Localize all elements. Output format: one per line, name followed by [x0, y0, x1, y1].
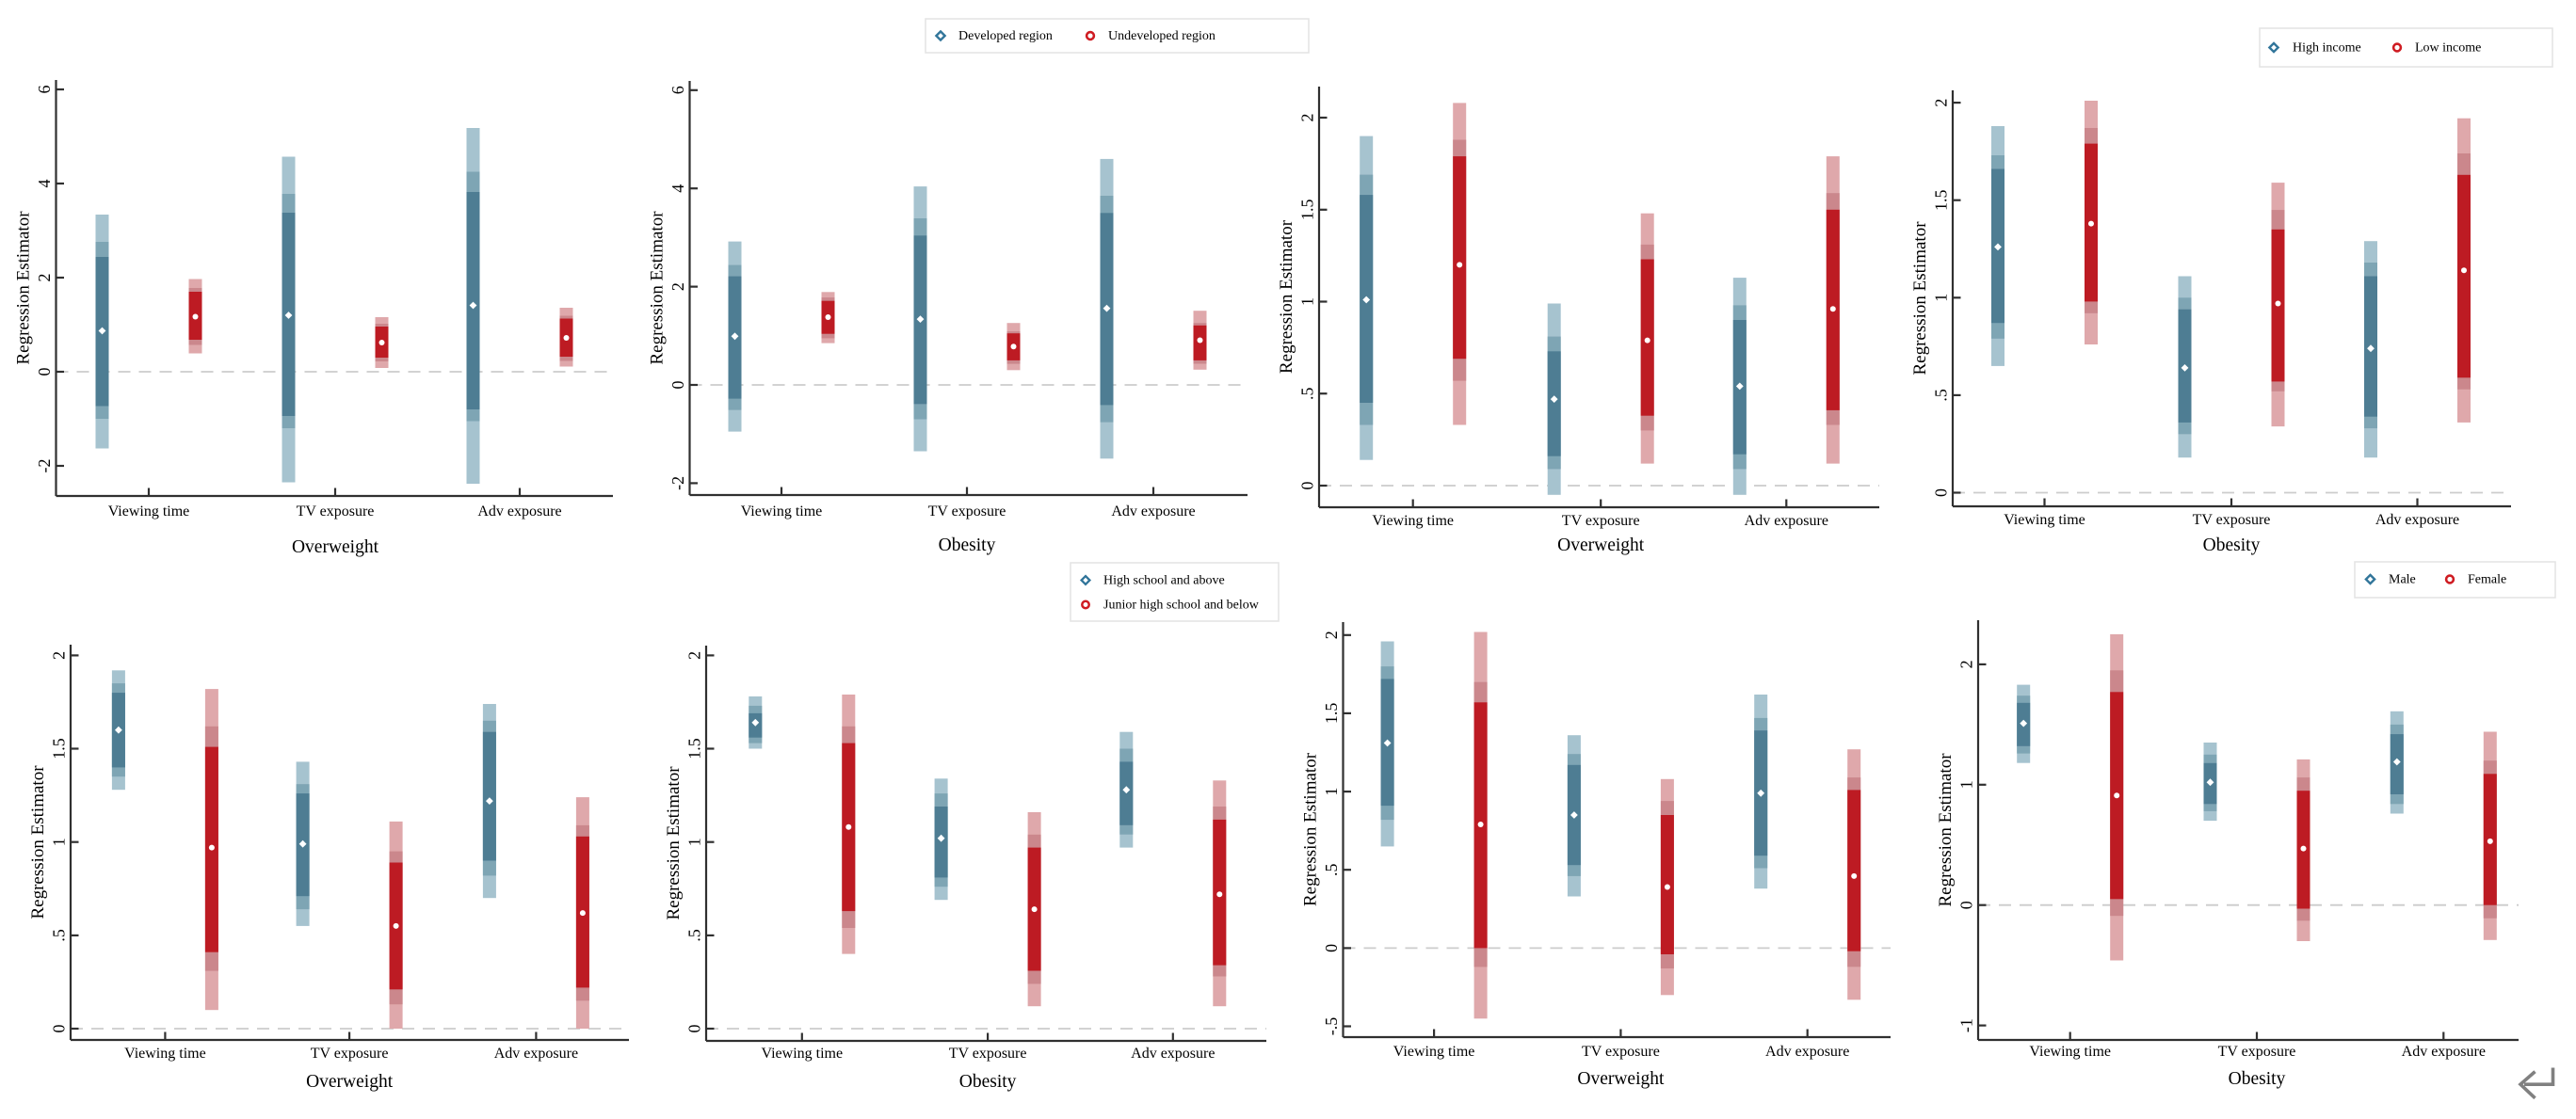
svg-text:High school and above: High school and above — [1103, 574, 1225, 588]
svg-text:Obesity: Obesity — [2229, 1069, 2286, 1089]
svg-text:0: 0 — [35, 368, 54, 376]
svg-text:Overweight: Overweight — [1577, 1069, 1665, 1089]
svg-text:Low income: Low income — [2415, 41, 2481, 56]
svg-text:1.5: 1.5 — [1932, 189, 1951, 211]
svg-text:0: 0 — [50, 1025, 69, 1033]
svg-text:TV exposure: TV exposure — [311, 1046, 389, 1062]
svg-text:Viewing time: Viewing time — [741, 504, 823, 520]
svg-text:0: 0 — [1932, 488, 1951, 497]
svg-text:0: 0 — [685, 1025, 704, 1033]
svg-text:TV exposure: TV exposure — [2218, 1044, 2296, 1060]
svg-text:-1: -1 — [1957, 1018, 1976, 1032]
svg-text:Viewing time: Viewing time — [762, 1046, 844, 1062]
svg-text:Adv exposure: Adv exposure — [2402, 1044, 2486, 1060]
svg-text:Viewing time: Viewing time — [2029, 1044, 2111, 1060]
svg-text:2: 2 — [685, 651, 704, 660]
svg-text:0: 0 — [1322, 944, 1341, 952]
svg-text:2: 2 — [50, 651, 69, 660]
svg-text:2: 2 — [1298, 114, 1317, 122]
svg-text:Adv exposure: Adv exposure — [494, 1046, 578, 1062]
svg-text:-.5: -.5 — [1322, 1017, 1341, 1036]
svg-text:-2: -2 — [668, 476, 687, 490]
svg-text:Viewing time: Viewing time — [1372, 513, 1454, 529]
svg-text:1.5: 1.5 — [1298, 200, 1317, 221]
svg-text:2: 2 — [1957, 660, 1976, 668]
svg-text:Adv exposure: Adv exposure — [1745, 513, 1828, 529]
svg-text:Overweight: Overweight — [1557, 536, 1645, 555]
svg-text:.5: .5 — [685, 929, 704, 942]
svg-text:Regression Estimator: Regression Estimator — [1277, 219, 1296, 374]
svg-text:Obesity: Obesity — [959, 1072, 1017, 1092]
svg-text:TV exposure: TV exposure — [1582, 1044, 1660, 1060]
svg-text:TV exposure: TV exposure — [949, 1046, 1027, 1062]
svg-text:Junior high school and below: Junior high school and below — [1103, 599, 1260, 613]
svg-text:1.5: 1.5 — [50, 738, 69, 759]
svg-text:Viewing time: Viewing time — [1393, 1044, 1475, 1060]
svg-text:2: 2 — [35, 274, 54, 282]
svg-text:.5: .5 — [1298, 387, 1317, 400]
svg-text:TV exposure: TV exposure — [928, 504, 1006, 520]
svg-text:Regression Estimator: Regression Estimator — [1301, 752, 1321, 906]
svg-text:6: 6 — [668, 86, 687, 94]
svg-text:0: 0 — [668, 381, 687, 390]
svg-text:4: 4 — [35, 180, 54, 188]
svg-text:-2: -2 — [35, 459, 54, 473]
svg-text:1.5: 1.5 — [685, 738, 704, 759]
svg-text:Viewing time: Viewing time — [108, 504, 190, 520]
svg-text:1: 1 — [1322, 788, 1341, 796]
svg-text:Adv exposure: Adv exposure — [1765, 1044, 1849, 1060]
svg-text:1: 1 — [1932, 294, 1951, 302]
svg-text:.5: .5 — [1932, 389, 1951, 402]
svg-text:Obesity: Obesity — [2203, 536, 2261, 555]
svg-text:Viewing time: Viewing time — [124, 1046, 206, 1062]
svg-text:Female: Female — [2468, 573, 2506, 587]
svg-text:Overweight: Overweight — [292, 537, 379, 557]
svg-text:1: 1 — [50, 838, 69, 846]
svg-text:6: 6 — [35, 86, 54, 94]
svg-text:4: 4 — [668, 184, 687, 193]
svg-text:.5: .5 — [1322, 863, 1341, 876]
svg-text:High income: High income — [2293, 41, 2361, 56]
svg-text:2: 2 — [668, 282, 687, 291]
svg-text:Regression Estimator: Regression Estimator — [1936, 753, 1956, 907]
svg-text:2: 2 — [1322, 631, 1341, 639]
svg-text:1: 1 — [1957, 780, 1976, 789]
svg-text:Regression Estimator: Regression Estimator — [28, 765, 48, 919]
svg-text:1: 1 — [1298, 297, 1317, 306]
svg-text:Adv exposure: Adv exposure — [477, 504, 561, 520]
svg-text:.5: .5 — [50, 929, 69, 942]
svg-text:Adv exposure: Adv exposure — [1111, 504, 1195, 520]
svg-text:Adv exposure: Adv exposure — [1131, 1046, 1215, 1062]
svg-text:Regression Estimator: Regression Estimator — [1910, 221, 1930, 376]
svg-text:TV exposure: TV exposure — [1562, 513, 1640, 529]
svg-text:2: 2 — [1932, 99, 1951, 107]
svg-text:Obesity: Obesity — [939, 536, 996, 555]
svg-text:Viewing time: Viewing time — [2004, 512, 2085, 528]
svg-text:Male: Male — [2389, 573, 2416, 587]
svg-text:1: 1 — [685, 838, 704, 846]
svg-text:Developed region: Developed region — [958, 29, 1053, 43]
svg-text:TV exposure: TV exposure — [2193, 512, 2271, 528]
svg-text:TV exposure: TV exposure — [297, 504, 375, 520]
svg-text:0: 0 — [1298, 482, 1317, 490]
svg-text:Regression Estimator: Regression Estimator — [14, 211, 34, 365]
svg-text:Adv exposure: Adv exposure — [2375, 512, 2459, 528]
svg-text:Undeveloped region: Undeveloped region — [1108, 29, 1216, 43]
svg-text:1.5: 1.5 — [1322, 703, 1341, 725]
svg-text:Regression Estimator: Regression Estimator — [664, 766, 684, 920]
svg-text:0: 0 — [1957, 901, 1976, 909]
svg-text:Regression Estimator: Regression Estimator — [648, 211, 668, 365]
svg-text:Overweight: Overweight — [306, 1072, 394, 1092]
